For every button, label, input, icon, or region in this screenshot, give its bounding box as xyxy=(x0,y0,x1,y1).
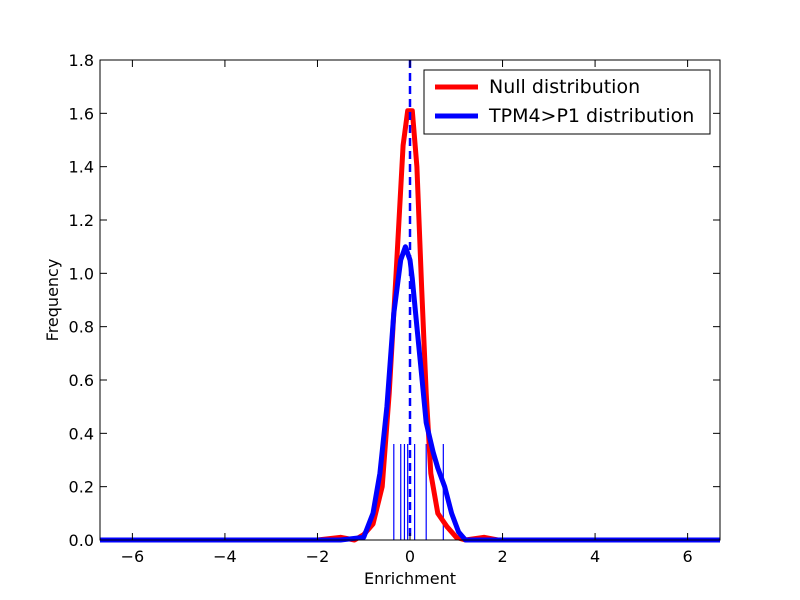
legend-label-null: Null distribution xyxy=(489,76,640,98)
x-tick-label: −6 xyxy=(121,547,145,566)
y-tick-label: 0.2 xyxy=(69,478,94,497)
tick-layer: −6 −4 −2 0 2 4 6 0.0 0.2 0.4 0.6 0.8 1.0 1.2 1.4 1.6 1.8 xyxy=(69,51,720,566)
y-tick-label: 0.4 xyxy=(69,424,94,443)
y-tick-label: 1.8 xyxy=(69,51,94,70)
x-tick-label: 4 xyxy=(590,547,600,566)
legend-box xyxy=(423,69,711,135)
y-tick-label: 1.6 xyxy=(69,104,94,123)
series-line-1 xyxy=(100,244,720,543)
y-tick-label: 1.2 xyxy=(69,211,94,230)
plot-frame xyxy=(99,59,721,541)
x-tick-label: 2 xyxy=(497,547,507,566)
x-tick-label: −4 xyxy=(213,547,237,566)
x-tick-label: 6 xyxy=(683,547,693,566)
legend: Null distribution TPM4>P1 distribution xyxy=(423,69,711,135)
x-tick-label: 0 xyxy=(405,547,415,566)
y-tick-label: 1.0 xyxy=(69,264,94,283)
y-tick-label: 0.6 xyxy=(69,371,94,390)
data-layer xyxy=(100,60,720,543)
x-tick-label: −2 xyxy=(306,547,330,566)
y-tick-label: 1.4 xyxy=(69,158,94,177)
y-axis-label: Frequency xyxy=(43,259,62,342)
y-tick-label: 0.8 xyxy=(69,318,94,337)
x-axis-label: Enrichment xyxy=(364,569,456,588)
y-tick-label: 0.0 xyxy=(69,531,94,550)
legend-label-tpm4: TPM4>P1 distribution xyxy=(488,105,694,127)
